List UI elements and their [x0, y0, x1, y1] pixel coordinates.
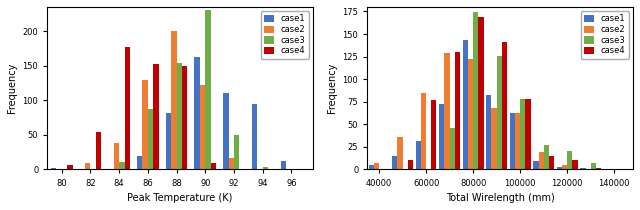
Bar [455, 52, 460, 169]
Bar [51, 168, 56, 169]
Bar [211, 163, 216, 169]
Bar [421, 93, 426, 169]
Bar [96, 132, 101, 169]
Bar [497, 56, 502, 169]
Bar [431, 100, 436, 169]
Bar [416, 140, 421, 169]
Bar [444, 53, 450, 169]
Bar [567, 151, 572, 169]
X-axis label: Total Wirelength (mm): Total Wirelength (mm) [446, 193, 555, 203]
Bar [142, 80, 148, 169]
Bar [369, 165, 374, 169]
Bar [544, 145, 549, 169]
Bar [450, 128, 455, 169]
Bar [478, 17, 483, 169]
Bar [473, 12, 478, 169]
Bar [374, 163, 379, 169]
Bar [515, 113, 520, 169]
X-axis label: Peak Temperature (K): Peak Temperature (K) [127, 193, 233, 203]
Bar [252, 104, 257, 169]
Bar [195, 57, 200, 169]
Bar [533, 161, 538, 169]
Bar [408, 160, 413, 169]
Bar [591, 163, 596, 169]
Bar [392, 156, 397, 169]
Bar [234, 135, 239, 169]
Bar [439, 104, 444, 169]
Bar [223, 93, 228, 169]
Bar [200, 85, 205, 169]
Bar [520, 99, 525, 169]
Bar [137, 156, 142, 169]
Bar [502, 42, 507, 169]
Bar [492, 108, 497, 169]
Legend: case1, case2, case3, case4: case1, case2, case3, case4 [581, 11, 629, 59]
Bar [572, 160, 577, 169]
Bar [166, 113, 171, 169]
Legend: case1, case2, case3, case4: case1, case2, case3, case4 [260, 11, 309, 59]
Bar [397, 137, 403, 169]
Bar [85, 163, 90, 169]
Bar [557, 167, 562, 169]
Bar [596, 168, 601, 169]
Bar [525, 99, 531, 169]
Bar [580, 168, 586, 169]
Y-axis label: Frequency: Frequency [327, 63, 337, 113]
Bar [125, 47, 130, 169]
Bar [510, 113, 515, 169]
Bar [182, 66, 188, 169]
Bar [153, 64, 159, 169]
Bar [228, 158, 234, 169]
Y-axis label: Frequency: Frequency [7, 63, 17, 113]
Bar [263, 167, 268, 169]
Bar [148, 109, 153, 169]
Bar [486, 95, 492, 169]
Bar [468, 59, 473, 169]
Bar [67, 165, 72, 169]
Bar [114, 143, 119, 169]
Bar [562, 165, 567, 169]
Bar [549, 156, 554, 169]
Bar [463, 40, 468, 169]
Bar [205, 10, 211, 169]
Bar [280, 161, 286, 169]
Bar [171, 31, 177, 169]
Bar [177, 63, 182, 169]
Bar [119, 162, 125, 169]
Bar [538, 152, 544, 169]
